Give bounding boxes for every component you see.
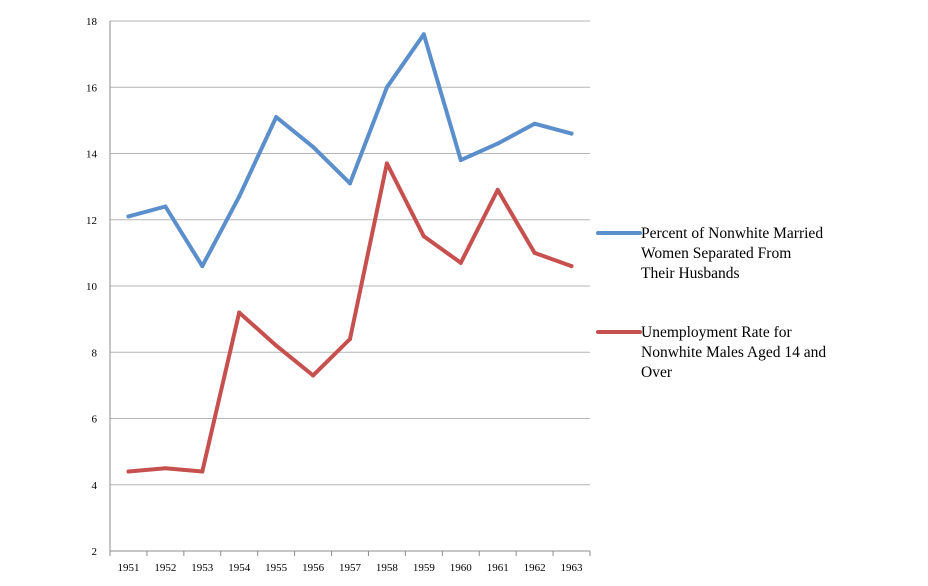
data-point xyxy=(421,234,426,239)
x-tick-label: 1951 xyxy=(117,562,139,574)
series-line-2 xyxy=(126,161,574,474)
data-point xyxy=(311,144,316,149)
data-point xyxy=(495,141,500,146)
y-tick-label: 10 xyxy=(86,281,98,293)
y-tick-label: 18 xyxy=(86,16,98,28)
legend-label: Over xyxy=(641,364,673,381)
data-point xyxy=(274,115,279,120)
y-tick-label: 12 xyxy=(86,215,97,227)
legend-label: Women Separated From xyxy=(641,245,791,262)
x-axis: 1951 1952 1953 1954 1955 1956 1957 1958 1959 1960… xyxy=(109,550,591,574)
legend-label: Nonwhite Males Aged 14 and xyxy=(641,344,826,361)
x-tick-label: 1963 xyxy=(561,562,584,574)
data-point xyxy=(458,158,463,163)
data-point xyxy=(311,373,316,378)
data-point xyxy=(421,32,426,37)
legend-label: Unemployment Rate for xyxy=(641,324,792,341)
x-tick-label: 1961 xyxy=(487,562,509,574)
data-point xyxy=(274,343,279,348)
data-point xyxy=(200,264,205,269)
data-point xyxy=(348,181,352,186)
data-point xyxy=(237,310,242,315)
data-point xyxy=(384,161,389,166)
y-tick-label: 16 xyxy=(86,82,98,94)
data-point xyxy=(237,194,242,199)
data-point xyxy=(126,469,131,474)
data-point xyxy=(458,260,463,265)
y-tick-label: 2 xyxy=(92,546,98,558)
y-axis: 2 4 6 8 10 12 14 16 18 xyxy=(86,16,111,558)
data-point xyxy=(569,264,574,269)
data-point xyxy=(569,131,574,136)
y-tick-label: 6 xyxy=(92,414,98,426)
data-point xyxy=(532,250,537,255)
data-point xyxy=(348,337,352,341)
data-point xyxy=(495,187,500,192)
data-point xyxy=(163,204,168,209)
x-tick-label: 1956 xyxy=(302,562,325,574)
legend: Percent of Nonwhite Married Women Separat… xyxy=(596,225,826,381)
series-lines xyxy=(126,32,574,474)
gridlines xyxy=(110,20,590,552)
y-tick-label: 14 xyxy=(86,149,98,161)
x-tick-label: 1952 xyxy=(154,562,176,574)
x-tick-label: 1962 xyxy=(524,562,546,574)
y-tick-label: 8 xyxy=(92,347,98,359)
data-point xyxy=(532,121,537,126)
x-tick-label: 1954 xyxy=(228,562,251,574)
x-tick-label: 1958 xyxy=(376,562,399,574)
data-point xyxy=(126,214,131,219)
x-tick-label: 1955 xyxy=(265,562,288,574)
x-tick-label: 1953 xyxy=(191,562,214,574)
data-point xyxy=(384,85,389,90)
y-tick-label: 4 xyxy=(92,480,98,492)
x-tick-label: 1957 xyxy=(339,562,362,574)
legend-label: Their Husbands xyxy=(641,265,740,282)
series-line-1 xyxy=(126,32,574,269)
x-tick-label: 1960 xyxy=(450,562,473,574)
data-point xyxy=(163,466,168,471)
data-point xyxy=(200,469,205,474)
x-tick-label: 1959 xyxy=(413,562,436,574)
legend-label: Percent of Nonwhite Married xyxy=(641,225,823,242)
